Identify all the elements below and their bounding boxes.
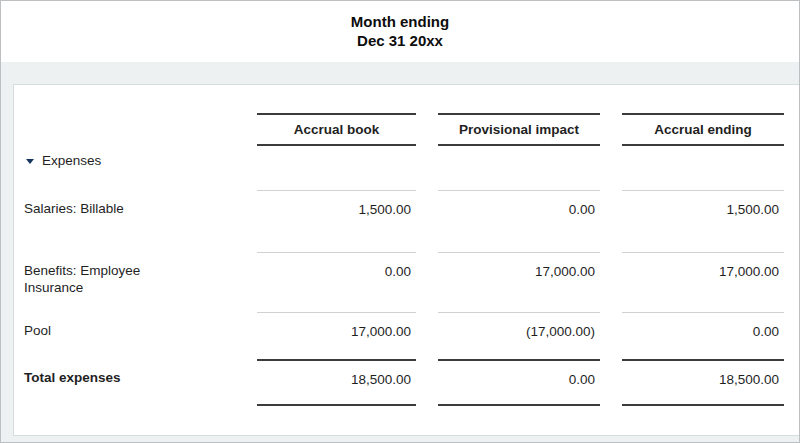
column-header-accrual-book: Accrual book [257,113,416,146]
column-header-row: Accrual book Provisional impact Accrual … [24,113,785,146]
closing-rule [257,404,416,406]
table-row: Benefits: Employee Insurance 0.00 17,000… [24,252,785,312]
column-header-accrual-ending: Accrual ending [622,113,784,146]
closing-rule [438,404,600,406]
table-row: Salaries: Billable 1,500.00 0.00 1,500.0… [24,190,785,252]
cell-accrual-ending: 1,500.00 [622,190,784,218]
table-row: Pool 17,000.00 (17,000.00) 0.00 [24,312,785,359]
total-provisional-impact: 0.00 [438,359,600,388]
total-accrual-ending: 18,500.00 [622,359,784,388]
triangle-down-icon[interactable] [26,159,34,164]
closing-rule [622,404,784,406]
total-label: Total expenses [24,359,235,386]
group-toggle-expenses[interactable]: Expenses [24,146,235,169]
group-row-expenses: Expenses [24,146,785,190]
cell-provisional-impact: 0.00 [438,190,600,218]
closing-rule-row [24,404,785,437]
row-label: Salaries: Billable [24,190,235,217]
report-title-line2: Dec 31 20xx [1,31,799,50]
row-label: Benefits: Employee Insurance [24,252,235,296]
report-title-line1: Month ending [1,12,799,31]
report-canvas: Accrual book Provisional impact Accrual … [1,62,799,442]
cell-provisional-impact: 17,000.00 [438,252,600,280]
report-header: Month ending Dec 31 20xx [1,1,799,62]
cell-accrual-book: 0.00 [257,252,416,280]
cell-accrual-book: 1,500.00 [257,190,416,218]
cell-accrual-ending: 0.00 [622,312,784,340]
cell-accrual-ending: 17,000.00 [622,252,784,280]
group-label: Expenses [42,152,101,169]
column-header-provisional-impact: Provisional impact [438,113,600,146]
total-row: Total expenses 18,500.00 0.00 18,500.00 [24,359,785,404]
cell-accrual-book: 17,000.00 [257,312,416,340]
row-label: Pool [24,312,235,339]
report-card: Accrual book Provisional impact Accrual … [13,84,799,436]
total-accrual-book: 18,500.00 [257,359,416,388]
report-window: { "title": { "line1": "Month ending", "l… [0,0,800,443]
cell-provisional-impact: (17,000.00) [438,312,600,340]
